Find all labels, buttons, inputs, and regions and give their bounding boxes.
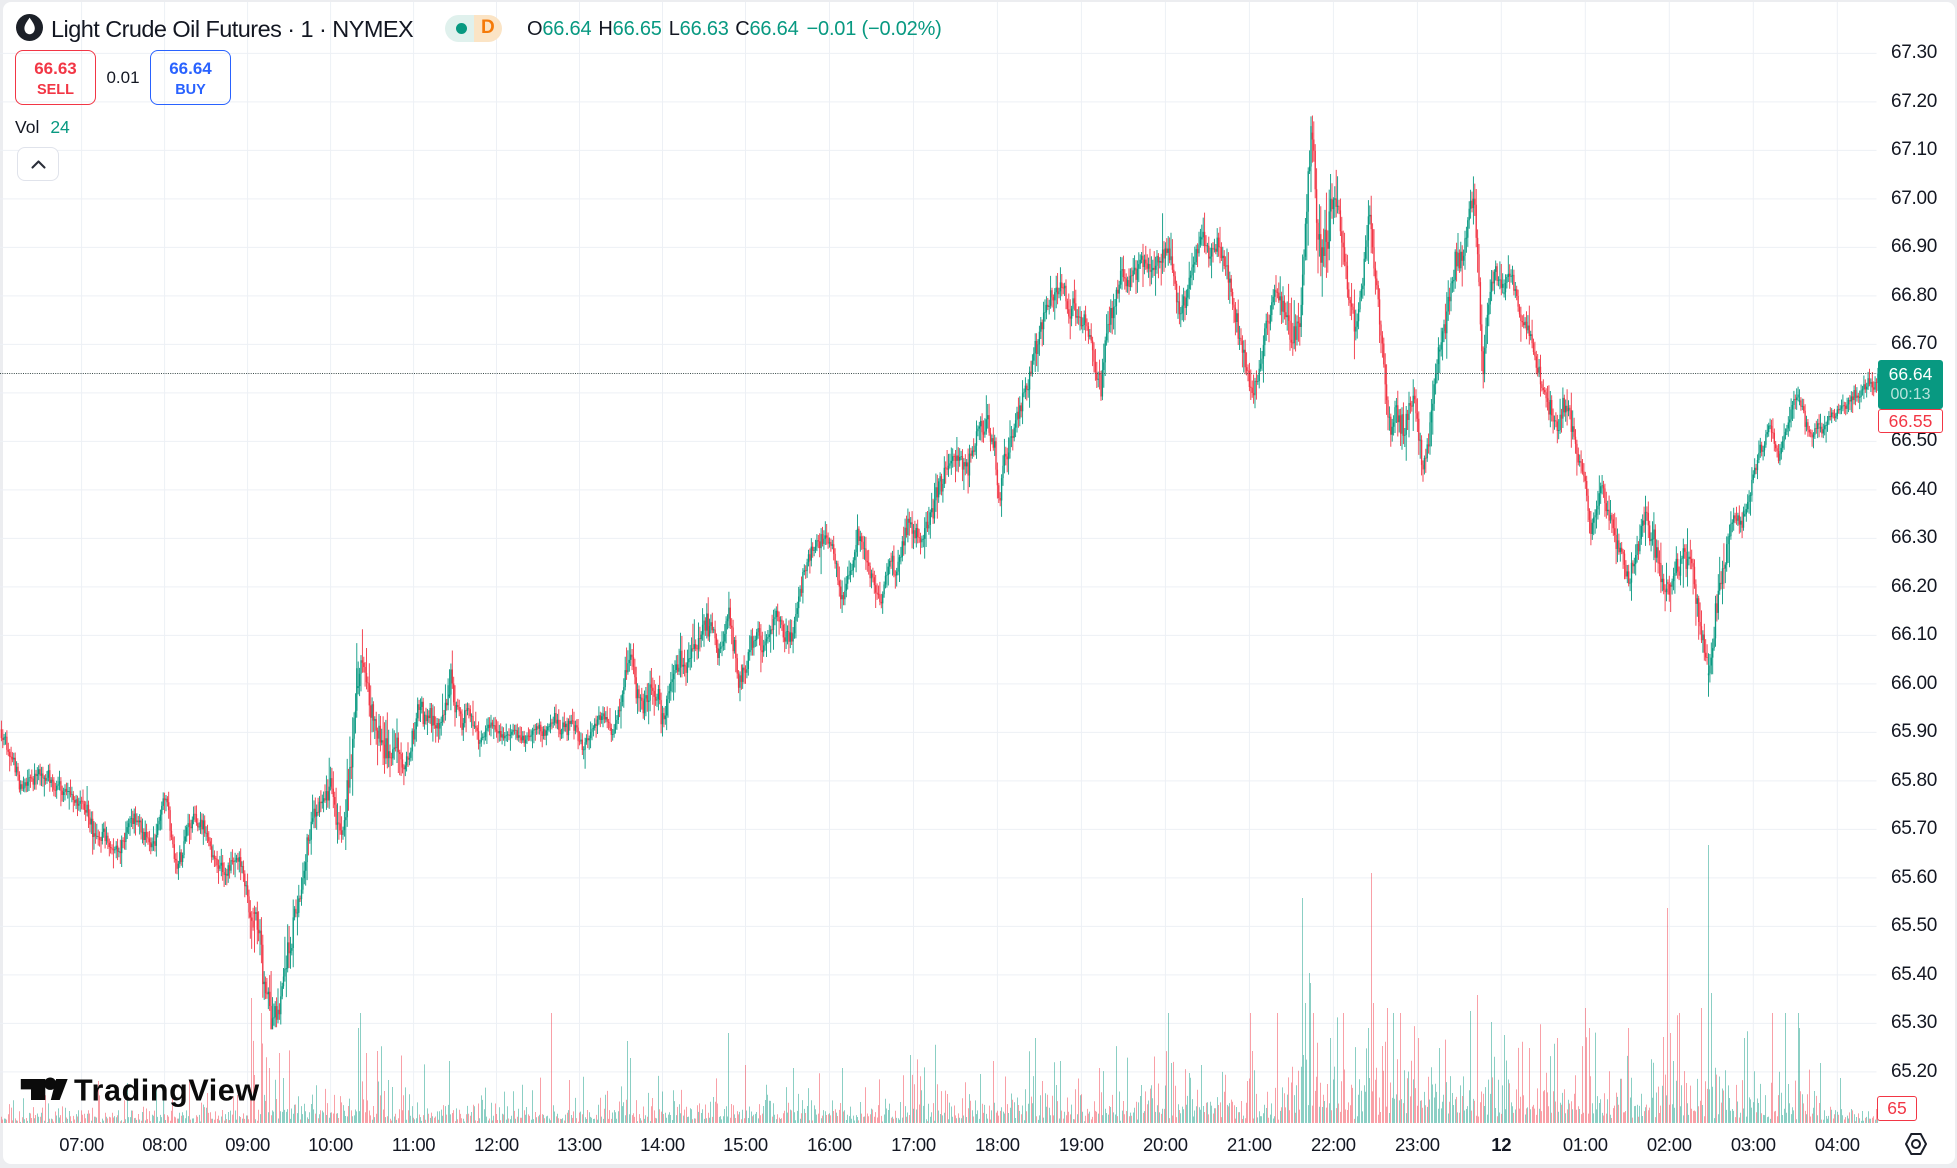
svg-text:TradingView: TradingView (74, 1074, 260, 1108)
